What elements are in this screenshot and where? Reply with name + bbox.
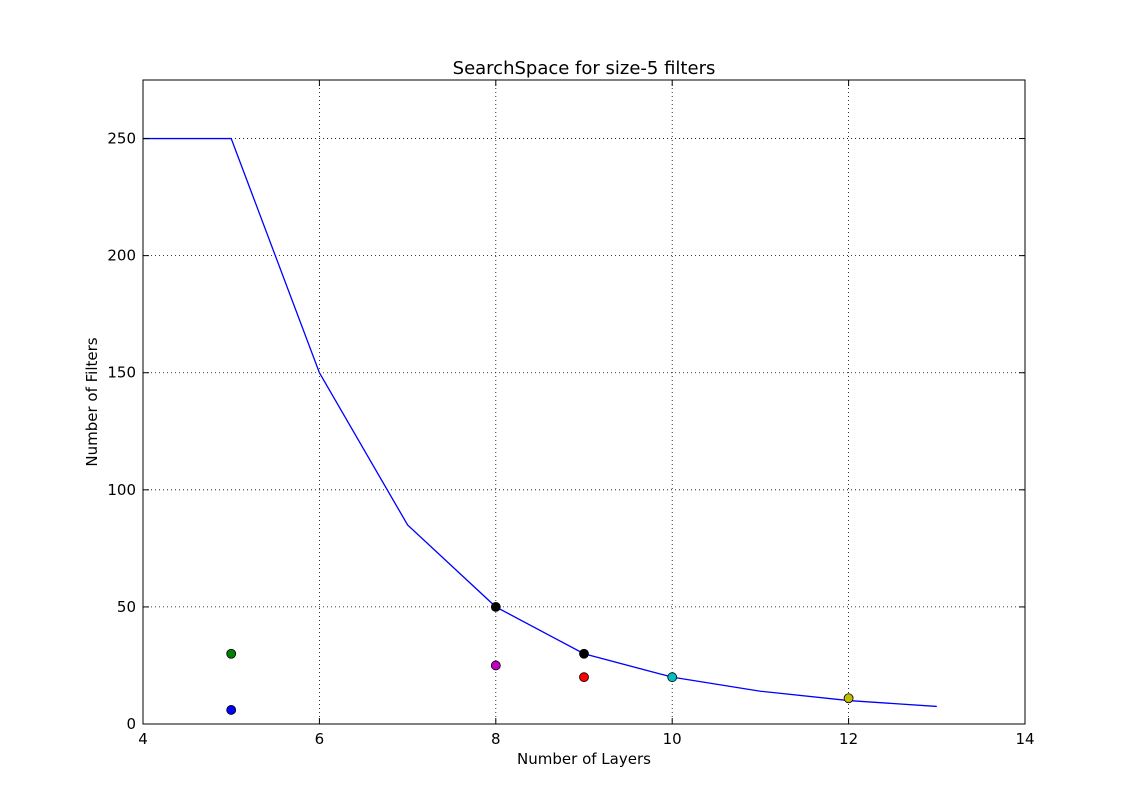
data-point bbox=[667, 672, 678, 683]
data-point bbox=[490, 602, 501, 612]
data-point bbox=[490, 660, 501, 671]
data-point bbox=[579, 672, 589, 683]
x-tick-label: 4 bbox=[138, 730, 148, 748]
y-tick-label: 100 bbox=[107, 481, 136, 499]
data-point bbox=[226, 648, 237, 659]
data-point bbox=[579, 648, 589, 659]
series-layer bbox=[143, 137, 937, 708]
plot-frame bbox=[142, 79, 1026, 725]
y-tick-label: 250 bbox=[107, 130, 136, 148]
x-tick-label: 6 bbox=[315, 730, 325, 748]
y-tick-label: 0 bbox=[126, 715, 136, 733]
data-point bbox=[843, 693, 854, 704]
data-point bbox=[226, 705, 237, 715]
y-tick-label: 50 bbox=[117, 598, 136, 616]
chart-title: SearchSpace for size-5 filters bbox=[453, 58, 716, 79]
points-layer bbox=[226, 602, 854, 715]
x-axis-title: Number of Layers bbox=[517, 750, 651, 768]
x-tick-label: 10 bbox=[663, 730, 682, 748]
y-axis-title: Number of Filters bbox=[83, 337, 101, 466]
y-tick-label: 200 bbox=[107, 247, 136, 265]
x-tick-label: 14 bbox=[1015, 730, 1034, 748]
axis-ticks: 4 6 8 10 12 14 0 50 100 150 200 250 bbox=[107, 80, 1035, 748]
x-tick-label: 12 bbox=[839, 730, 858, 748]
x-tick-label: 8 bbox=[491, 730, 501, 748]
series-line bbox=[143, 137, 937, 708]
y-tick-label: 150 bbox=[107, 364, 136, 382]
